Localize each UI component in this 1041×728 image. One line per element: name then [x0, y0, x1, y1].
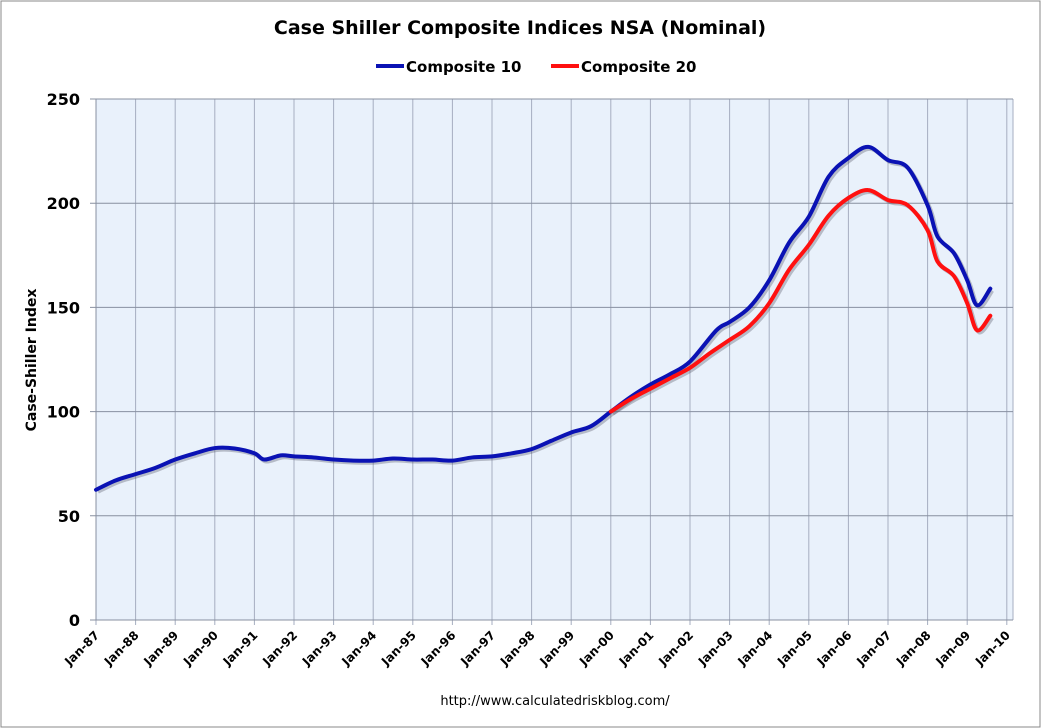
- y-tick-label: 0: [69, 611, 80, 630]
- y-tick-label: 250: [47, 90, 80, 109]
- series-lines: [94, 144, 994, 494]
- y-tick-label: 50: [58, 507, 80, 526]
- source-url: http://www.calculatedriskblog.com/: [440, 694, 670, 709]
- legend-label: Composite 10: [406, 58, 522, 76]
- y-tick-label: 200: [47, 194, 80, 213]
- y-tick-label: 150: [47, 298, 80, 317]
- y-axis: 0 50 100 150 200 250: [47, 90, 80, 630]
- y-axis-label: Case-Shiller Index: [24, 289, 40, 432]
- legend-label: Composite 20: [581, 58, 697, 76]
- series-line-composite-10: [94, 144, 993, 492]
- gridlines: [90, 98, 1014, 625]
- y-tick-label: 100: [47, 403, 80, 422]
- series-line-composite-20: [608, 188, 993, 414]
- chart-title: Case Shiller Composite Indices NSA (Nomi…: [274, 17, 766, 39]
- legend: Composite 10 Composite 20: [376, 58, 697, 76]
- plot-area: [96, 99, 1013, 620]
